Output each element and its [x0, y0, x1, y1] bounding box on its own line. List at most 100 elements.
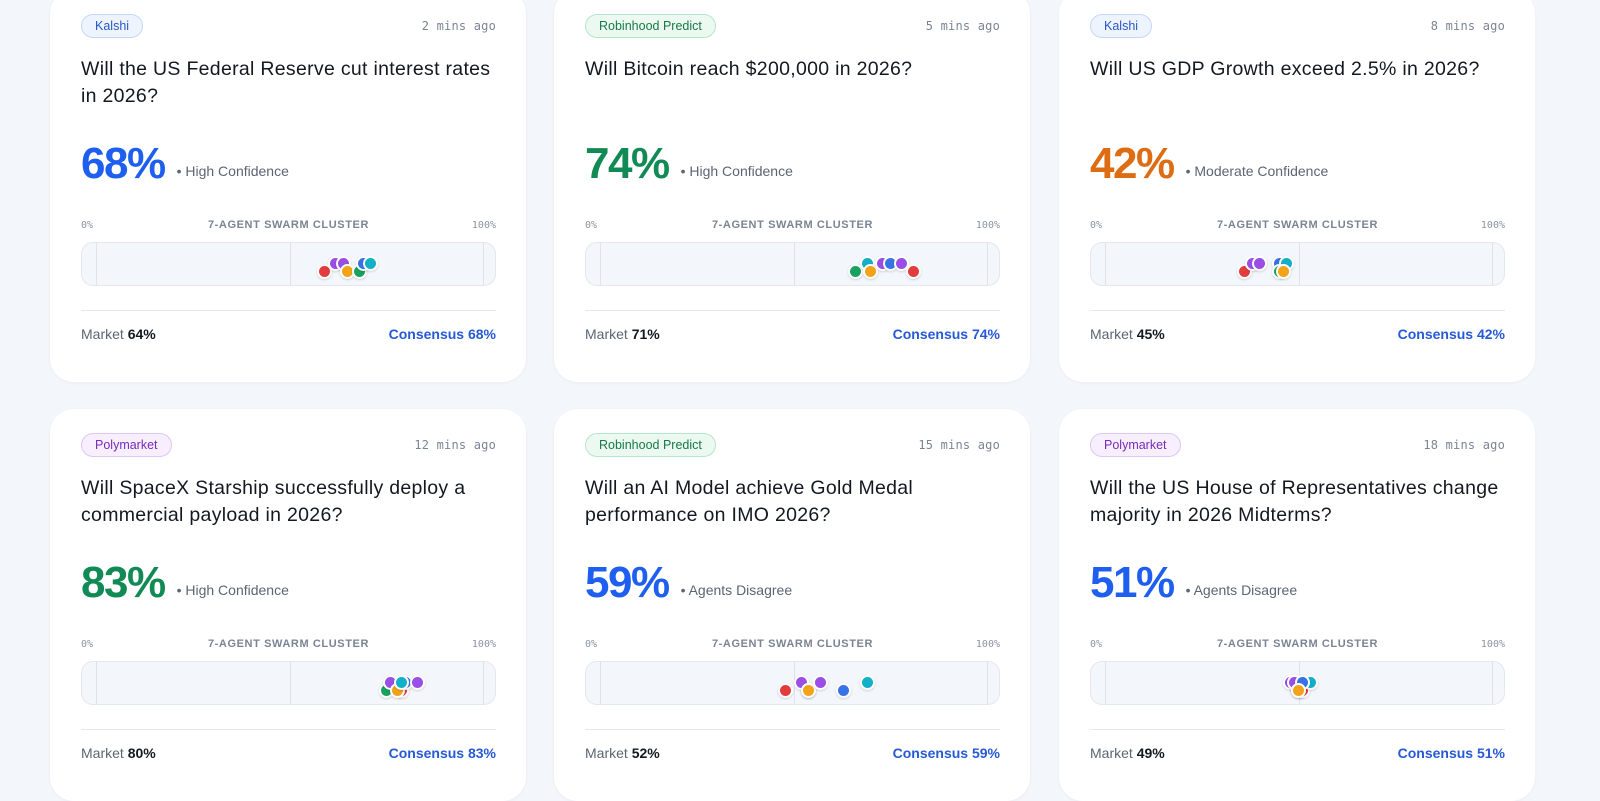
divider [1090, 729, 1505, 730]
question-title[interactable]: Will Bitcoin reach $200,000 in 2026? [585, 58, 913, 80]
consensus-percent: 68% [467, 326, 496, 342]
swarm-cluster-title: 7-AGENT SWARM CLUSTER [207, 638, 370, 650]
consensus-label: Consensus [892, 745, 969, 761]
consensus-label: Consensus [388, 326, 465, 342]
question-title[interactable]: Will an AI Model achieve Gold Medal perf… [585, 477, 914, 526]
confidence-label: • High Confidence [176, 582, 289, 598]
card-body: Robinhood Predict 5 mins ago Will Bitcoi… [585, 0, 1000, 382]
agent-dot[interactable] [847, 264, 863, 279]
question-title[interactable]: Will US GDP Growth exceed 2.5% in 2026? [1090, 58, 1480, 80]
agent-dot[interactable] [894, 256, 910, 271]
prediction-card[interactable]: Robinhood Predict 15 mins ago Will an AI… [554, 409, 1030, 801]
swarm-cluster-track [1090, 661, 1505, 705]
timestamp: 5 mins ago [925, 19, 1000, 33]
scale-tick [987, 243, 988, 285]
agent-dot[interactable] [905, 264, 921, 279]
scale-max-label: 100% [471, 639, 496, 650]
consensus-label: Consensus [388, 745, 465, 761]
agent-dot[interactable] [394, 675, 410, 690]
market-percent: 45% [1136, 326, 1165, 342]
question-title[interactable]: Will the US House of Representatives cha… [1090, 477, 1499, 526]
market-label: Market [1090, 745, 1133, 761]
scale-min-label: 0% [1090, 220, 1103, 231]
source-badge[interactable]: Robinhood Predict [585, 433, 716, 457]
confidence-label: • Agents Disagree [1185, 582, 1298, 598]
market-value: Market 52% [585, 745, 660, 761]
swarm-cluster-track [81, 661, 496, 705]
agent-dot[interactable] [863, 264, 879, 279]
prediction-card[interactable]: Polymarket 12 mins ago Will SpaceX Stars… [50, 409, 526, 801]
market-percent: 64% [127, 326, 156, 342]
prediction-card[interactable]: Robinhood Predict 5 mins ago Will Bitcoi… [554, 0, 1030, 382]
consensus-value: Consensus 51% [1398, 745, 1505, 761]
swarm-cluster-title: 7-AGENT SWARM CLUSTER [711, 219, 874, 231]
agent-dot[interactable] [1275, 264, 1291, 279]
divider [1090, 310, 1505, 311]
market-label: Market [81, 326, 124, 342]
scale-tick [1105, 662, 1106, 704]
card-body: Robinhood Predict 15 mins ago Will an AI… [585, 409, 1000, 801]
source-badge[interactable]: Robinhood Predict [585, 14, 716, 38]
agent-dot[interactable] [801, 683, 817, 698]
market-label: Market [585, 326, 628, 342]
question-title[interactable]: Will the US Federal Reserve cut interest… [81, 58, 491, 107]
source-badge[interactable]: Polymarket [1090, 433, 1181, 457]
divider [81, 729, 496, 730]
agent-dot[interactable] [836, 683, 852, 698]
scale-tick [289, 662, 291, 704]
source-badge[interactable]: Polymarket [81, 433, 172, 457]
probability-value: 74% [585, 139, 670, 188]
scale-tick [483, 662, 484, 704]
market-value: Market 71% [585, 326, 660, 342]
scale-min-label: 0% [1090, 639, 1103, 650]
swarm-cluster-track [585, 242, 1000, 286]
market-value: Market 64% [81, 326, 156, 342]
agent-dot[interactable] [409, 675, 425, 690]
agent-dot[interactable] [778, 683, 794, 698]
scale-max-label: 100% [1480, 639, 1505, 650]
confidence-label: • Moderate Confidence [1185, 163, 1329, 179]
question-title[interactable]: Will SpaceX Starship successfully deploy… [81, 477, 466, 526]
consensus-percent: 83% [467, 745, 496, 761]
scale-max-label: 100% [975, 639, 1000, 650]
swarm-cluster-title: 7-AGENT SWARM CLUSTER [207, 219, 370, 231]
consensus-label: Consensus [1397, 745, 1474, 761]
probability-value: 83% [81, 558, 166, 607]
agent-dot[interactable] [859, 675, 875, 690]
divider [81, 310, 496, 311]
source-badge[interactable]: Kalshi [1090, 14, 1153, 38]
timestamp: 15 mins ago [918, 438, 1000, 452]
scale-tick [1105, 243, 1106, 285]
probability-row: 42% • Moderate Confidence [1090, 140, 1328, 190]
scale-min-label: 0% [585, 220, 598, 231]
agent-dot[interactable] [813, 675, 829, 690]
agent-dot[interactable] [1291, 683, 1306, 698]
agent-dot[interactable] [1252, 256, 1268, 271]
prediction-card[interactable]: Kalshi 2 mins ago Will the US Federal Re… [50, 0, 526, 382]
agent-dot[interactable] [316, 264, 332, 279]
swarm-cluster-title: 7-AGENT SWARM CLUSTER [711, 638, 874, 650]
swarm-cluster-track [1090, 242, 1505, 286]
consensus-label: Consensus [1397, 326, 1474, 342]
consensus-percent: 51% [1476, 745, 1505, 761]
consensus-value: Consensus 42% [1398, 326, 1505, 342]
probability-value: 68% [81, 139, 166, 188]
source-badge[interactable]: Kalshi [81, 14, 144, 38]
scale-tick [600, 662, 601, 704]
scale-labels: 0% 7-AGENT SWARM CLUSTER 100% [81, 219, 496, 233]
confidence-label: • Agents Disagree [680, 582, 793, 598]
scale-tick [987, 662, 988, 704]
market-value: Market 45% [1090, 326, 1165, 342]
prediction-card[interactable]: Polymarket 18 mins ago Will the US House… [1059, 409, 1535, 801]
scale-labels: 0% 7-AGENT SWARM CLUSTER 100% [1090, 219, 1505, 233]
swarm-cluster-track [81, 242, 496, 286]
consensus-percent: 59% [971, 745, 1000, 761]
probability-value: 59% [585, 558, 670, 607]
agent-dot[interactable] [363, 256, 379, 271]
prediction-card[interactable]: Kalshi 8 mins ago Will US GDP Growth exc… [1059, 0, 1535, 382]
scale-tick [289, 243, 291, 285]
scale-tick [600, 243, 601, 285]
consensus-value: Consensus 59% [893, 745, 1000, 761]
market-label: Market [585, 745, 628, 761]
